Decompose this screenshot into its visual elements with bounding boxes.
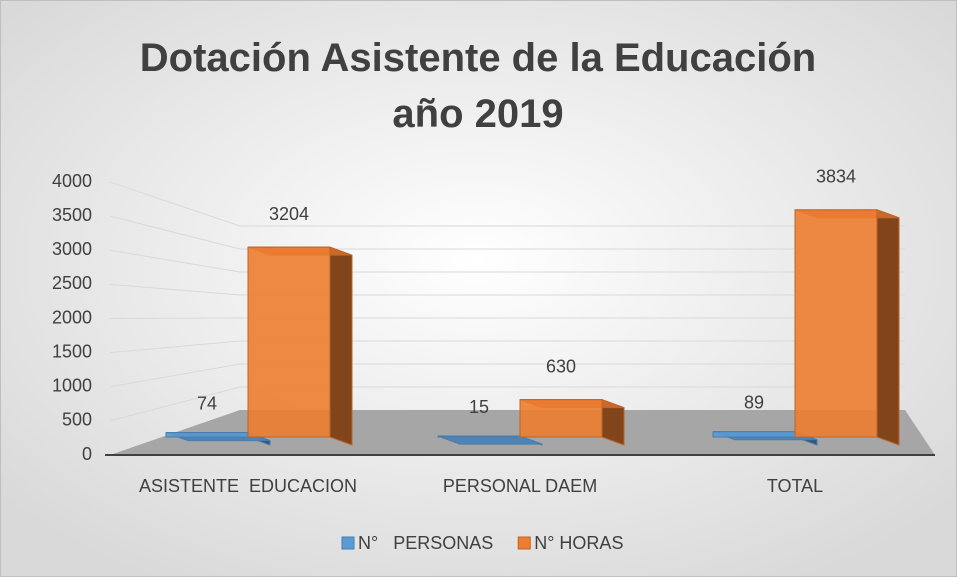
y-tick-label: 0 bbox=[82, 444, 92, 464]
chart-title: Dotación Asistente de la Educación año 2… bbox=[139, 36, 817, 136]
y-tick-label: 2000 bbox=[52, 307, 92, 327]
data-label: 3204 bbox=[269, 204, 309, 224]
y-tick-label: 4000 bbox=[52, 171, 92, 191]
bar bbox=[794, 209, 878, 438]
bar bbox=[165, 432, 249, 438]
bar-side bbox=[876, 209, 900, 446]
grid-line bbox=[109, 249, 905, 273]
y-tick-label: 500 bbox=[62, 410, 92, 430]
bar bbox=[437, 435, 521, 438]
grid-line bbox=[109, 215, 905, 250]
legend-swatch bbox=[517, 536, 531, 550]
bar bbox=[519, 399, 603, 438]
y-tick-label: 2500 bbox=[52, 273, 92, 293]
y-tick-label: 1500 bbox=[52, 341, 92, 361]
grid-line bbox=[109, 363, 905, 388]
x-tick-label: ASISTENTE EDUCACION bbox=[139, 476, 357, 496]
y-tick-label: 3500 bbox=[52, 205, 92, 225]
legend-label: N° PERSONAS bbox=[358, 533, 493, 553]
grid-line bbox=[109, 283, 905, 296]
legend-swatch bbox=[341, 536, 355, 550]
grid-line bbox=[109, 317, 905, 319]
grid-line bbox=[109, 340, 905, 354]
bar-side bbox=[329, 246, 353, 446]
bar bbox=[247, 246, 331, 438]
data-label: 630 bbox=[546, 356, 576, 376]
grid-line bbox=[109, 181, 905, 227]
data-label: 3834 bbox=[816, 167, 856, 187]
data-label: 74 bbox=[197, 393, 217, 413]
bar bbox=[712, 431, 796, 438]
x-tick-label: TOTAL bbox=[767, 476, 823, 496]
data-label: 15 bbox=[469, 397, 489, 417]
legend-label: N° HORAS bbox=[534, 533, 623, 553]
y-tick-label: 1000 bbox=[52, 376, 92, 396]
grid-line bbox=[109, 386, 905, 422]
x-tick-label: PERSONAL DAEM bbox=[443, 476, 597, 496]
y-tick-label: 3000 bbox=[52, 239, 92, 259]
data-label: 89 bbox=[744, 392, 764, 412]
